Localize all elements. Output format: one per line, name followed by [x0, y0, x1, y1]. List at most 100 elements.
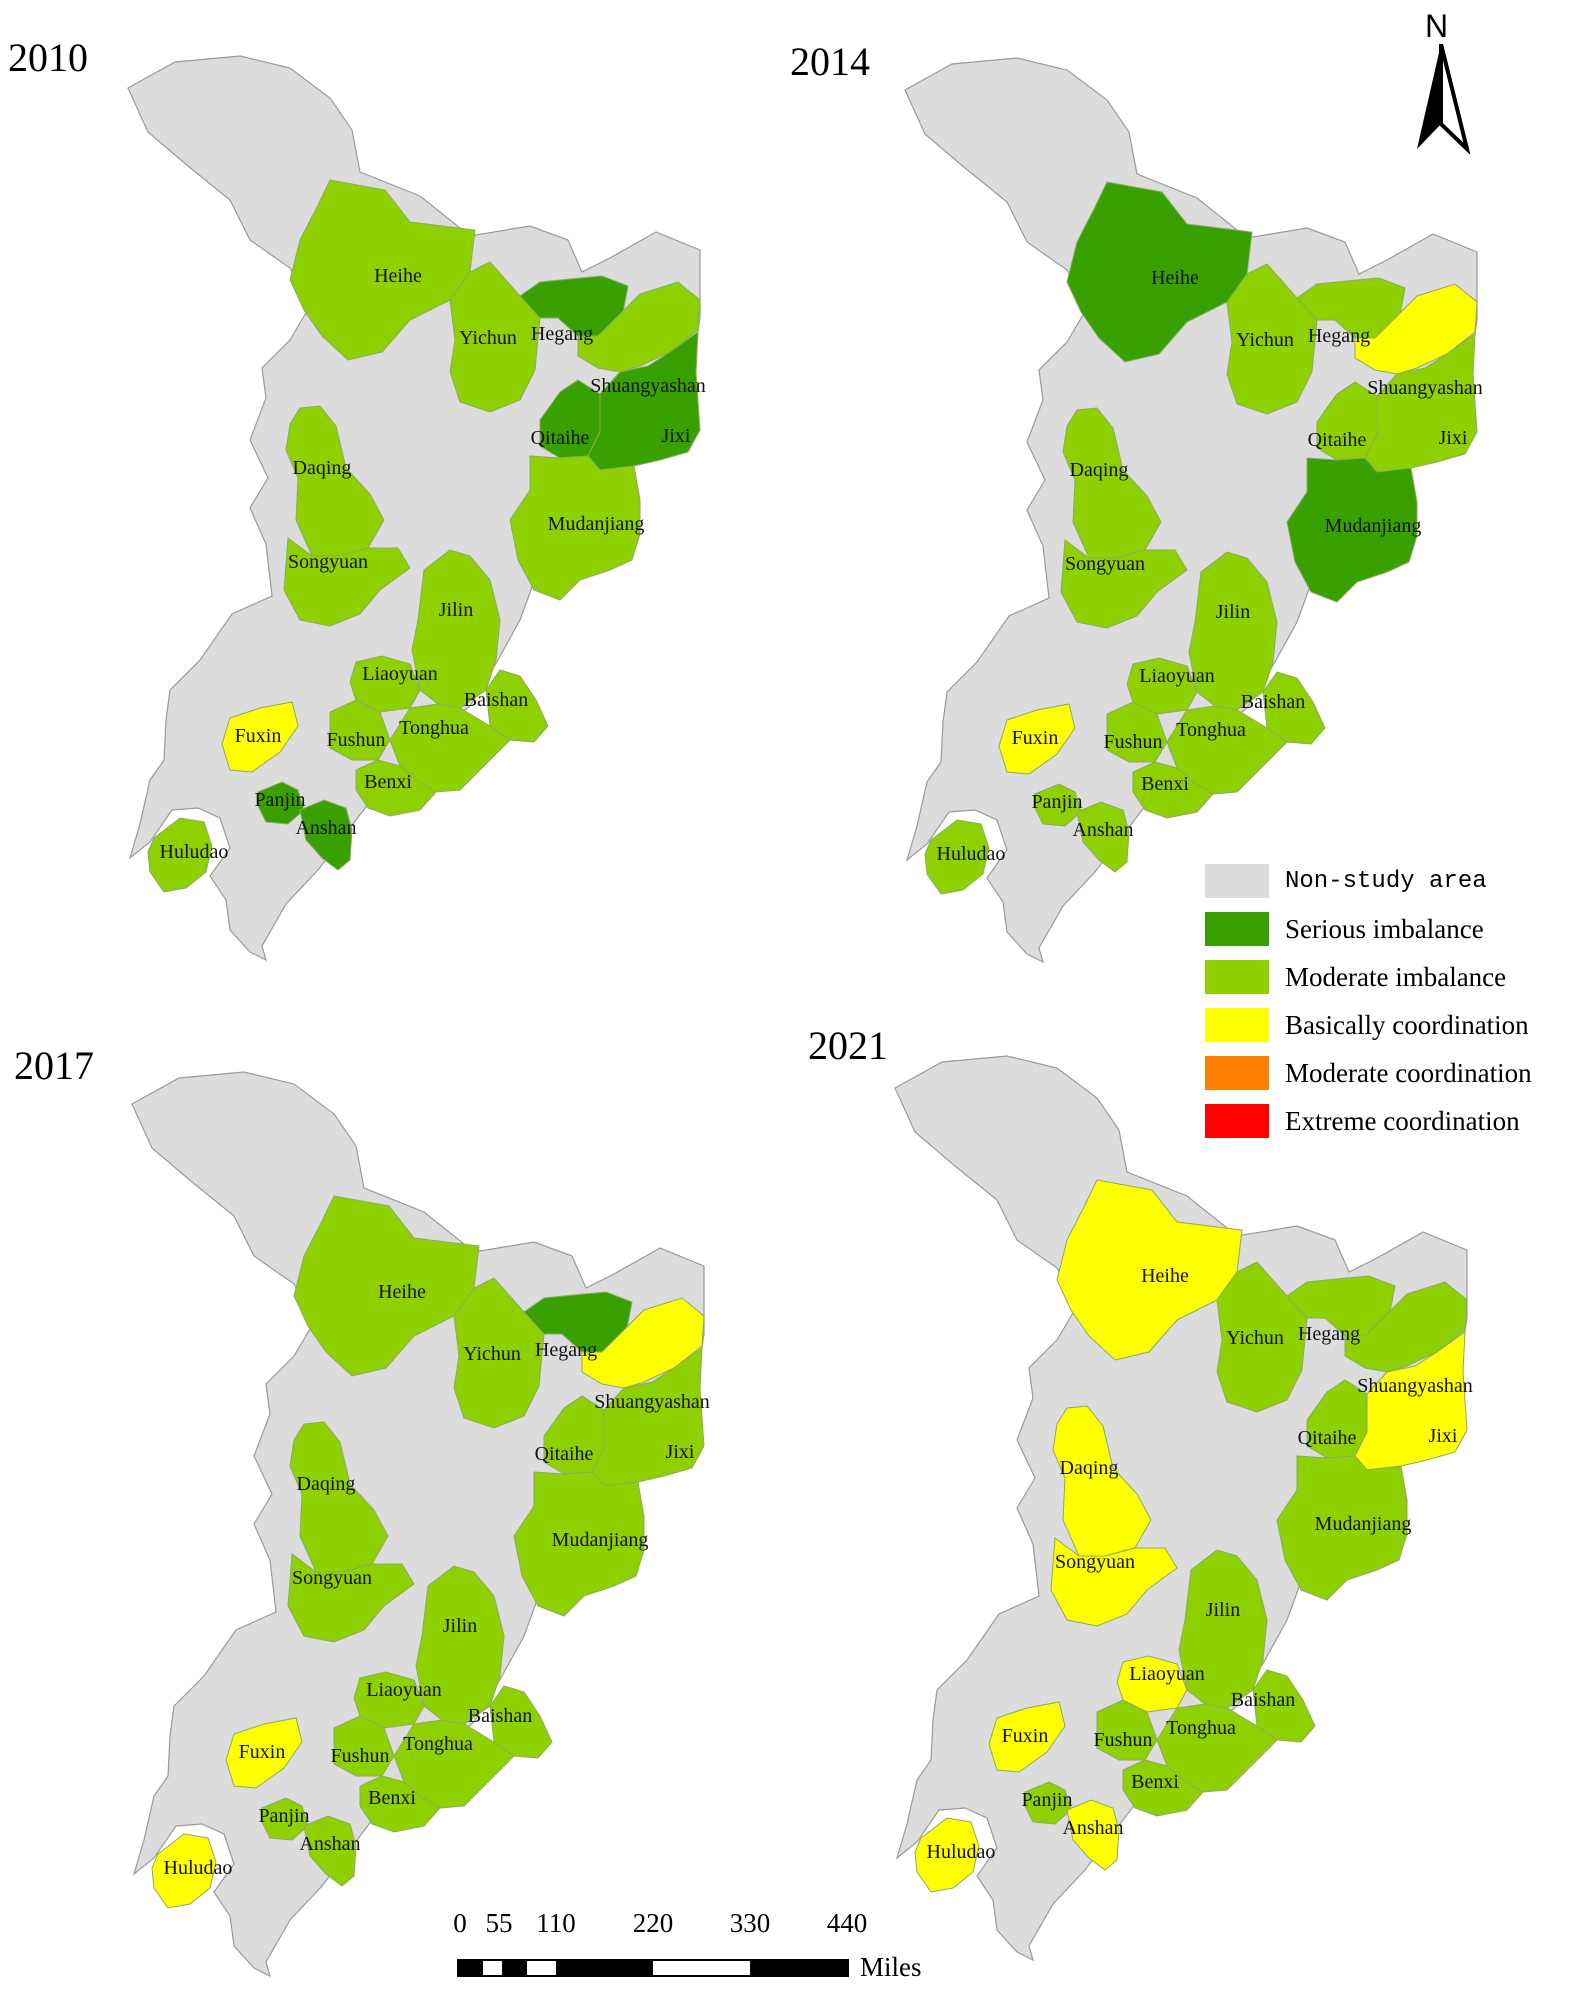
city-label-qitaihe: Qitaihe [1308, 429, 1367, 451]
legend-swatch [1205, 960, 1269, 994]
city-region-shuangyashan [1344, 1281, 1468, 1373]
city-label-shuangyashan: Shuangyashan [1357, 1375, 1473, 1397]
city-label-daqing: Daqing [297, 1473, 356, 1495]
city-label-mudanjiang: Mudanjiang [1325, 515, 1422, 537]
city-region-huludao [924, 819, 990, 895]
city-region-yichun [449, 261, 541, 413]
city-label-panjin: Panjin [1021, 1789, 1072, 1811]
city-region-songyuan [1060, 539, 1188, 629]
north-arrow-label: N [1425, 8, 1449, 44]
legend-swatch [1205, 912, 1269, 946]
city-label-liaoyuan: Liaoyuan [1129, 1663, 1205, 1685]
city-label-anshan: Anshan [1062, 1817, 1123, 1839]
city-label-benxi: Benxi [1141, 773, 1189, 795]
city-label-jilin: Jilin [439, 599, 473, 621]
city-label-jixi: Jixi [1439, 427, 1468, 449]
city-label-yichun: Yichun [459, 327, 517, 349]
scale-tick-label: 220 [632, 1908, 674, 1938]
city-region-benxi [1122, 1759, 1204, 1817]
city-region-anshan [1066, 1799, 1120, 1871]
city-label-shuangyashan: Shuangyashan [594, 1391, 710, 1413]
city-label-heihe: Heihe [1141, 1265, 1189, 1287]
city-label-fushun: Fushun [327, 729, 386, 751]
city-region-yichun [1226, 263, 1318, 415]
city-label-qitaihe: Qitaihe [531, 427, 590, 449]
city-label-panjin: Panjin [258, 1805, 309, 1827]
city-region-panjin [1024, 1781, 1072, 1825]
city-label-heihe: Heihe [378, 1281, 426, 1303]
scale-tick-label: 0 [453, 1908, 467, 1938]
city-region-fushun [1096, 1699, 1158, 1761]
city-region-shuangyashan [577, 281, 701, 373]
city-label-heihe: Heihe [374, 265, 422, 287]
scale-tick-label: 440 [826, 1908, 868, 1938]
city-region-anshan [303, 1815, 357, 1887]
city-label-fuxin: Fuxin [235, 725, 282, 747]
city-region-heihe [1056, 1179, 1243, 1361]
legend-item: Extreme coordination [1205, 1097, 1590, 1145]
city-label-qitaihe: Qitaihe [535, 1443, 594, 1465]
map-panel-2017: Heihe Yichun Hegang Shuangyashan Qitaihe Jixi… [131, 1071, 710, 1978]
city-region-benxi [355, 759, 437, 817]
city-label-hegang: Hegang [1308, 325, 1370, 347]
city-label-daqing: Daqing [1070, 459, 1129, 481]
scale-bar-graphic [457, 1959, 849, 1977]
city-region-fuxin [998, 703, 1076, 775]
city-region-mudanjiang [1286, 457, 1418, 603]
city-label-mudanjiang: Mudanjiang [1315, 1513, 1412, 1535]
city-label-anshan: Anshan [299, 1833, 360, 1855]
city-region-fuxin [988, 1701, 1066, 1773]
city-region-shuangyashan [1354, 283, 1478, 375]
scale-tick-label: 110 [536, 1908, 576, 1938]
city-label-panjin: Panjin [254, 789, 305, 811]
city-region-mudanjiang [509, 455, 641, 601]
scale-tick-label: 55 [485, 1908, 513, 1938]
city-label-shuangyashan: Shuangyashan [590, 375, 706, 397]
city-label-tonghua: Tonghua [403, 1733, 473, 1755]
city-region-benxi [1132, 761, 1214, 819]
city-region-songyuan [1050, 1537, 1178, 1627]
north-arrow-icon [1417, 44, 1471, 154]
legend-item: Moderate coordination [1205, 1049, 1590, 1097]
city-label-jixi: Jixi [662, 425, 691, 447]
city-label-mudanjiang: Mudanjiang [548, 513, 645, 535]
city-label-jilin: Jilin [443, 1615, 477, 1637]
city-label-baishan: Baishan [1241, 691, 1305, 713]
city-label-fuxin: Fuxin [1002, 1725, 1049, 1747]
city-label-fuxin: Fuxin [239, 1741, 286, 1763]
city-label-panjin: Panjin [1031, 791, 1082, 813]
city-label-huludao: Huludao [937, 843, 1006, 865]
legend-label: Moderate coordination [1285, 1057, 1532, 1088]
city-region-yichun [1216, 1261, 1308, 1413]
city-region-fuxin [221, 701, 299, 773]
city-label-jixi: Jixi [666, 1441, 695, 1463]
city-region-huludao [151, 1833, 217, 1909]
legend-label: Extreme coordination [1285, 1105, 1520, 1136]
city-region-yichun [453, 1277, 545, 1429]
legend-swatch [1205, 1104, 1269, 1138]
legend-label: Moderate imbalance [1285, 961, 1507, 992]
city-label-yichun: Yichun [1226, 1327, 1284, 1349]
map-panel-2021: Heihe Yichun Hegang Shuangyashan Qitaihe Jixi… [894, 1055, 1473, 1962]
city-region-huludao [914, 1817, 980, 1893]
city-region-fushun [333, 1715, 395, 1777]
scale-bar: 0 55 110 220 330 440 Miles [440, 1908, 960, 1988]
city-region-benxi [359, 1775, 441, 1833]
city-label-fushun: Fushun [1104, 731, 1163, 753]
city-label-yichun: Yichun [463, 1343, 521, 1365]
legend-item: Serious imbalance [1205, 905, 1590, 953]
legend: Non-study area Serious imbalance Moderat… [1205, 857, 1590, 1145]
city-label-anshan: Anshan [295, 817, 356, 839]
scale-tick-label: 330 [729, 1908, 771, 1938]
city-region-heihe [293, 1195, 480, 1377]
legend-item: Non-study area [1205, 857, 1590, 905]
year-label-2010: 2010 [8, 35, 88, 80]
city-label-tonghua: Tonghua [1166, 1717, 1236, 1739]
city-label-liaoyuan: Liaoyuan [1139, 665, 1215, 687]
city-label-fushun: Fushun [1094, 1729, 1153, 1751]
map-panel-2014: Heihe Yichun Hegang Shuangyashan Qitaihe Jixi… [904, 57, 1483, 964]
city-label-huludao: Huludao [160, 841, 229, 863]
city-label-yichun: Yichun [1236, 329, 1294, 351]
city-label-daqing: Daqing [1060, 1457, 1119, 1479]
